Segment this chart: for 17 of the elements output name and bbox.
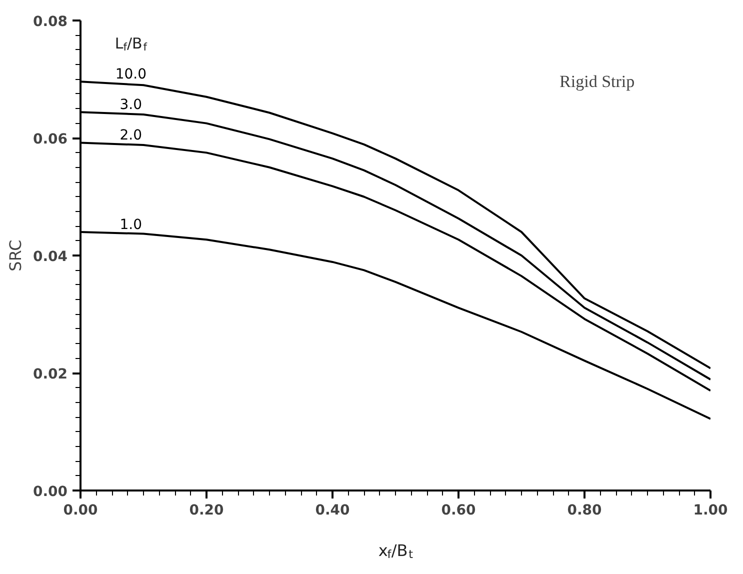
y-tick-label: 0.02 [32, 366, 68, 382]
x-tick-label: 0.00 [63, 502, 98, 518]
y-tick-label: 0.08 [32, 14, 68, 30]
x-tick-label: 0.40 [315, 502, 350, 518]
annotation: Rigid Strip [560, 72, 635, 91]
series-label: 10.0 [115, 66, 146, 83]
y-tick-label: 0.06 [32, 132, 68, 148]
y-axis-title: SRC [6, 240, 25, 272]
x-tick-label: 0.60 [441, 502, 476, 518]
series-label: 1.0 [120, 217, 142, 233]
x-tick-label: 0.80 [567, 502, 602, 518]
x-tick-label: 0.20 [189, 502, 224, 518]
series-label: 2.0 [120, 128, 142, 144]
y-tick-label: 0.00 [32, 484, 68, 500]
series-label: 3.0 [120, 97, 142, 114]
x-tick-label: 1.00 [693, 502, 728, 518]
y-tick-label: 0.04 [32, 249, 68, 265]
